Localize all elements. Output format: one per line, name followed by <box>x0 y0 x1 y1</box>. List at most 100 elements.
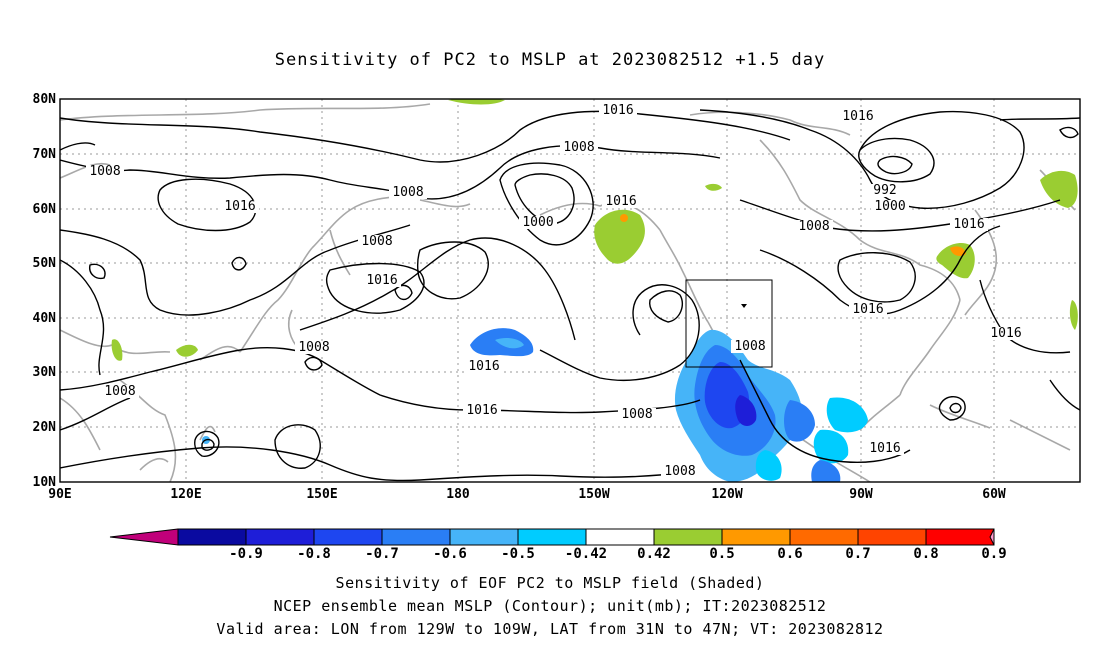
shaded-sensitivity <box>111 99 1078 482</box>
lat-label: 60N <box>33 202 57 217</box>
contour-label-bg <box>731 340 769 353</box>
lat-label: 20N <box>33 420 57 435</box>
contour-label: 1016 <box>852 302 883 317</box>
colorbar-swatch <box>653 528 723 546</box>
lon-label: 150E <box>306 487 337 502</box>
contour-label: 1016 <box>990 326 1021 341</box>
contour-label: 1000 <box>874 199 905 214</box>
contour-label: 992 <box>873 183 896 198</box>
contour-label-bg <box>839 110 877 123</box>
contour-label-bg <box>363 274 401 287</box>
colorbar-swatch <box>925 528 995 546</box>
contour-label: 1008 <box>392 185 423 200</box>
contour-label-bg <box>602 195 640 208</box>
colorbar-swatch <box>245 528 315 546</box>
contour-label-bg <box>950 218 988 231</box>
colorbar-swatch <box>585 528 655 546</box>
contour-label: 1016 <box>602 103 633 118</box>
contour-label-bg <box>221 200 259 213</box>
contour-label-bg <box>358 235 396 248</box>
contour-label-bg <box>465 360 503 373</box>
colorbar-label: 0.42 <box>637 546 671 562</box>
lat-label: 70N <box>33 147 57 162</box>
contour-label: 1016 <box>953 217 984 232</box>
contour-label-bg <box>295 341 333 354</box>
contour-label-bg <box>866 442 904 455</box>
colorbar-label: -0.5 <box>501 546 535 562</box>
colorbar-label: -0.8 <box>297 546 331 562</box>
contour-label-bg <box>871 200 909 213</box>
lat-label: 40N <box>33 311 57 326</box>
contour-labels: 1016100810081000992100010081016100810161… <box>86 103 1025 479</box>
lon-label: 60W <box>982 487 1006 502</box>
contour-label: 1016 <box>842 109 873 124</box>
contour-label-bg <box>519 216 557 229</box>
lon-label: 180 <box>446 487 470 502</box>
colorbar-swatch <box>449 528 519 546</box>
colorbar-label: -0.9 <box>229 546 263 562</box>
contour-label: 1008 <box>621 407 652 422</box>
colorbar-swatch <box>381 528 451 546</box>
contour-label: 1008 <box>89 164 120 179</box>
map-background <box>60 99 1080 482</box>
contour-label: 1008 <box>664 464 695 479</box>
colorbar-swatch <box>517 528 587 546</box>
contour-label-bg <box>849 303 887 316</box>
lat-label: 30N <box>33 365 57 380</box>
valid-area-box <box>685 279 773 368</box>
colorbar-label: -0.7 <box>365 546 399 562</box>
contour-label: 1008 <box>563 140 594 155</box>
contour-label-bg <box>560 141 598 154</box>
contour-label: 1000 <box>522 215 553 230</box>
contour-label: 1016 <box>605 194 636 209</box>
contour-label-bg <box>987 327 1025 340</box>
caption-line-2: NCEP ensemble mean MSLP (Contour); unit(… <box>273 597 827 615</box>
contour-label: 1016 <box>869 441 900 456</box>
contour-label-bg <box>86 165 124 178</box>
box-center-marker <box>741 304 747 308</box>
contour-label-bg <box>389 186 427 199</box>
lon-label: 90E <box>48 487 71 502</box>
contour-label-bg <box>463 404 501 417</box>
contour-label-bg <box>101 385 139 398</box>
map-title: Sensitivity of PC2 to MSLP at 2023082512… <box>274 50 826 70</box>
contour-label: 1016 <box>366 273 397 288</box>
contour-label-bg <box>661 465 699 478</box>
contour-label-bg <box>795 220 833 233</box>
lat-label: 10N <box>33 475 57 490</box>
colorbar-label: 0.9 <box>981 546 1006 562</box>
lon-label: 120W <box>711 487 742 502</box>
colorbar-swatch <box>789 528 859 546</box>
colorbar-label: 0.6 <box>777 546 802 562</box>
contour-label: 1008 <box>734 339 765 354</box>
longitude-labels: 90E 120E 150E 180 150W 120W 90W 60W <box>48 487 1006 502</box>
colorbar-swatch <box>177 528 247 546</box>
contour-label: 1008 <box>798 219 829 234</box>
lon-label: 120E <box>170 487 201 502</box>
contour-label: 1016 <box>224 199 255 214</box>
colorbar-high-triangle <box>989 528 995 546</box>
contour-label-bg <box>599 104 637 117</box>
colorbar-swatch <box>857 528 927 546</box>
colorbar-swatch <box>721 528 791 546</box>
lat-label: 50N <box>33 256 57 271</box>
lon-label: 150W <box>578 487 609 502</box>
contour-label-bg <box>866 184 904 197</box>
contour-label: 1008 <box>298 340 329 355</box>
contour-label: 1016 <box>466 403 497 418</box>
colorbar-label: -0.42 <box>565 546 607 562</box>
colorbar-label: 0.8 <box>913 546 938 562</box>
latitude-labels: 80N 70N 60N 50N 40N 30N 20N 10N <box>33 92 57 490</box>
caption-line-3: Valid area: LON from 129W to 109W, LAT f… <box>216 620 884 638</box>
contour-label: 1008 <box>104 384 135 399</box>
colorbar-swatch <box>313 528 383 546</box>
colorbar-label: -0.6 <box>433 546 467 562</box>
lon-label: 90W <box>849 487 873 502</box>
colorbar-label: 0.7 <box>845 546 870 562</box>
lat-label: 80N <box>33 92 57 107</box>
caption-line-1: Sensitivity of EOF PC2 to MSLP field (Sh… <box>335 574 765 592</box>
colorbar-low-triangle <box>109 528 179 546</box>
contour-label: 1008 <box>361 234 392 249</box>
colorbar: -0.9 -0.8 -0.7 -0.6 -0.5 -0.42 0.42 0.5 0.6 0.7 0.… <box>109 528 1007 562</box>
